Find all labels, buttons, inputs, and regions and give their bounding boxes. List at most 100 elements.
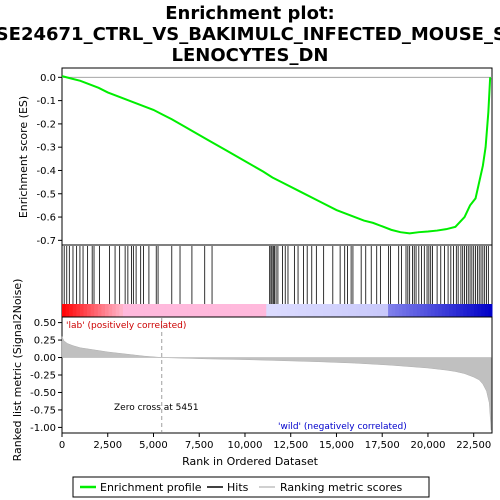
legend-box bbox=[72, 476, 430, 498]
color-bar-segment bbox=[241, 304, 246, 317]
color-bar-segment bbox=[223, 304, 228, 317]
es-panel-frame bbox=[61, 67, 493, 246]
color-bar-segment bbox=[459, 304, 464, 317]
color-bar-segment bbox=[173, 304, 178, 317]
color-bar-segment bbox=[130, 304, 135, 317]
es-panel: 0.0 -0.1 -0.2 -0.3 -0.4 -0.5 -0.6 -0.7 Enrichme… bbox=[17, 67, 493, 247]
ranking-metric-area bbox=[61, 336, 492, 431]
es-y-tick-label: -0.3 bbox=[36, 143, 56, 154]
color-bar-segment bbox=[90, 304, 95, 317]
color-bar-segment bbox=[112, 304, 117, 317]
color-bar-segment bbox=[477, 304, 482, 317]
color-bar-segment bbox=[248, 304, 253, 317]
color-bar-segment bbox=[302, 304, 307, 317]
legend: Enrichment profile Hits Ranking metric s… bbox=[72, 476, 430, 498]
color-bar-segment bbox=[65, 304, 70, 317]
metric-y-tick-label: 0.25 bbox=[34, 336, 56, 347]
color-bar-segment bbox=[427, 304, 432, 317]
color-bar-segment bbox=[366, 304, 371, 317]
x-axis: 0 2,500 5,000 7,500 10,000 12,500 15,000 17,500… bbox=[59, 433, 491, 451]
color-bar-segment bbox=[158, 304, 163, 317]
color-bar-segment bbox=[237, 304, 242, 317]
color-bar-segment bbox=[384, 304, 389, 317]
color-bar-segment bbox=[244, 304, 249, 317]
x-tick-label: 2,500 bbox=[93, 440, 122, 451]
color-bar-segment bbox=[176, 304, 181, 317]
metric-y-tick-label: -1.00 bbox=[30, 423, 56, 434]
color-bar-segment bbox=[140, 304, 145, 317]
x-tick-label: 10,000 bbox=[227, 440, 262, 451]
metric-panel-frame bbox=[61, 316, 493, 434]
color-bar-segment bbox=[234, 304, 239, 317]
color-bar-segment bbox=[115, 304, 120, 317]
color-bar-segment bbox=[345, 304, 350, 317]
color-bar-segment bbox=[251, 304, 256, 317]
color-bar-segment bbox=[83, 304, 88, 317]
enrichment-profile-line bbox=[61, 75, 492, 235]
color-bar-segment bbox=[398, 304, 403, 317]
color-bar-segment bbox=[208, 304, 213, 317]
color-bar-segment bbox=[456, 304, 461, 317]
color-bar-segment bbox=[305, 304, 310, 317]
color-bar-segment bbox=[72, 304, 77, 317]
color-bar-segment bbox=[370, 304, 375, 317]
color-bar-segment bbox=[309, 304, 314, 317]
color-bar-segment bbox=[266, 304, 271, 317]
color-bar-segment bbox=[388, 304, 393, 317]
color-bar-segment bbox=[463, 304, 468, 317]
hit-marks bbox=[63, 246, 489, 304]
x-tick-label: 20,000 bbox=[410, 440, 445, 451]
color-bar-segment bbox=[377, 304, 382, 317]
title-line-3: LENOCYTES_DN bbox=[172, 45, 329, 66]
metric-y-axis-label: Ranked list metric (Signal2Noise) bbox=[11, 279, 24, 462]
es-y-tick-label: -0.5 bbox=[36, 189, 56, 200]
color-bar-segment bbox=[481, 304, 486, 317]
color-bar-segment bbox=[280, 304, 285, 317]
legend-metric-label: Ranking metric scores bbox=[280, 481, 402, 494]
color-bar-segment bbox=[431, 304, 436, 317]
color-bar-segment bbox=[87, 304, 92, 317]
color-bar-segment bbox=[474, 304, 479, 317]
color-bar-segment bbox=[94, 304, 99, 317]
color-bar-segment bbox=[269, 304, 274, 317]
color-bar-segment bbox=[320, 304, 325, 317]
color-bar-segment bbox=[352, 304, 357, 317]
color-bar-segment bbox=[151, 304, 156, 317]
color-bar-segment bbox=[155, 304, 160, 317]
color-bar-segment bbox=[294, 304, 299, 317]
color-bar-segment bbox=[488, 304, 493, 317]
x-tick-label: 22,500 bbox=[456, 440, 491, 451]
color-bar-segment bbox=[359, 304, 364, 317]
metric-y-tick-label: -0.25 bbox=[30, 371, 56, 382]
color-bar-segment bbox=[348, 304, 353, 317]
x-tick-label: 12,500 bbox=[273, 440, 308, 451]
x-tick-label: 0 bbox=[59, 440, 65, 451]
color-bar-segment bbox=[262, 304, 267, 317]
color-bar-segment bbox=[423, 304, 428, 317]
color-bar-segment bbox=[119, 304, 124, 317]
color-bar-segment bbox=[391, 304, 396, 317]
es-y-tick-label: -0.2 bbox=[36, 119, 56, 130]
color-bar-segment bbox=[69, 304, 74, 317]
metric-y-axis: 0.50 0.25 0.00 -0.25 -0.50 -0.75 -1.00 bbox=[30, 318, 62, 434]
color-bar-segment bbox=[162, 304, 167, 317]
color-bar-segment bbox=[97, 304, 102, 317]
x-tick-label: 15,000 bbox=[319, 440, 354, 451]
color-bar-segment bbox=[76, 304, 81, 317]
color-bar-segment bbox=[380, 304, 385, 317]
color-bar-segment bbox=[355, 304, 360, 317]
color-bar-segment bbox=[406, 304, 411, 317]
metric-y-tick-label: -0.75 bbox=[30, 405, 56, 416]
color-bar-segment bbox=[277, 304, 282, 317]
color-bar-segment bbox=[416, 304, 421, 317]
color-bar-segment bbox=[216, 304, 221, 317]
es-y-axis: 0.0 -0.1 -0.2 -0.3 -0.4 -0.5 -0.6 -0.7 bbox=[36, 73, 62, 247]
color-bar-segment bbox=[445, 304, 450, 317]
color-bar-segment bbox=[205, 304, 210, 317]
es-y-tick-label: -0.7 bbox=[36, 236, 56, 247]
x-tick-label: 5,000 bbox=[139, 440, 168, 451]
color-bar-segment bbox=[337, 304, 342, 317]
color-bar-segment bbox=[409, 304, 414, 317]
color-bar-segment bbox=[330, 304, 335, 317]
